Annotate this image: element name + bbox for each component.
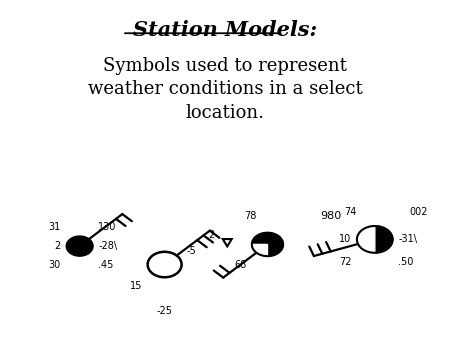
Wedge shape bbox=[375, 226, 393, 253]
Text: 130: 130 bbox=[99, 222, 117, 232]
Text: 68: 68 bbox=[234, 260, 247, 270]
Wedge shape bbox=[252, 244, 267, 256]
Text: .50: .50 bbox=[398, 257, 414, 267]
Text: .45: .45 bbox=[99, 260, 114, 270]
Wedge shape bbox=[357, 226, 375, 253]
Text: 10: 10 bbox=[339, 234, 351, 244]
Text: Symbols used to represent
weather conditions in a select
location.: Symbols used to represent weather condit… bbox=[88, 57, 362, 122]
Text: -31\: -31\ bbox=[398, 234, 417, 244]
Text: 72: 72 bbox=[339, 257, 351, 267]
Wedge shape bbox=[252, 233, 283, 256]
Text: -5: -5 bbox=[187, 246, 197, 256]
Text: Station Models:: Station Models: bbox=[133, 20, 317, 40]
Text: 002: 002 bbox=[410, 207, 428, 217]
Text: -25: -25 bbox=[157, 307, 173, 316]
Text: 2: 2 bbox=[54, 241, 61, 251]
Text: 30: 30 bbox=[49, 260, 61, 270]
Text: 78: 78 bbox=[245, 211, 257, 221]
Text: 74: 74 bbox=[344, 207, 356, 217]
Circle shape bbox=[66, 236, 93, 256]
Text: 980: 980 bbox=[320, 211, 341, 221]
Text: 15: 15 bbox=[130, 281, 142, 291]
Text: -28\: -28\ bbox=[99, 241, 117, 251]
Text: 31: 31 bbox=[49, 222, 61, 232]
Text: 2: 2 bbox=[209, 230, 215, 240]
